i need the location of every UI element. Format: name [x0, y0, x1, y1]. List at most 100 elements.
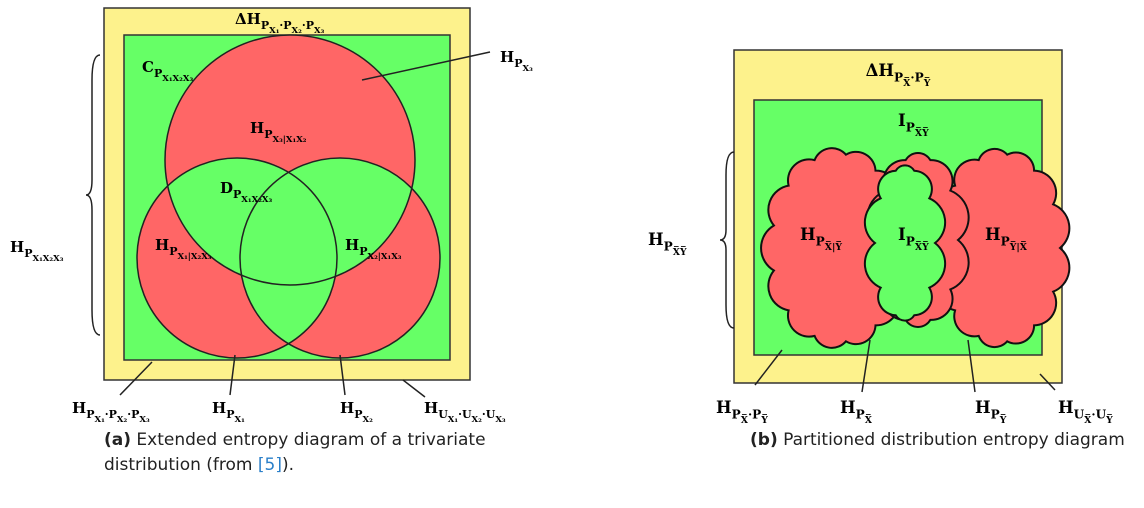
math-label: HPX₃ — [500, 48, 533, 74]
label-part: X₁ — [269, 26, 280, 36]
label-part: X̅Y̅ — [915, 127, 929, 139]
label-part: X₂ — [292, 26, 303, 36]
label-part: X₁X₂X₃ — [32, 254, 63, 264]
math-label: HPX₁X₂X₃ — [10, 238, 64, 264]
label-part: P — [354, 408, 362, 421]
label-part: ·P — [748, 408, 761, 422]
label-part: ·P — [279, 19, 291, 32]
leader-lines — [754, 339, 1056, 393]
label-part: X₂ — [362, 415, 373, 425]
math-label: HPX₂ — [340, 399, 373, 425]
label-part: X₂|X₁X₃ — [367, 252, 401, 262]
outline — [164, 34, 416, 286]
math-label: CPX₁X₂X₃ — [142, 58, 193, 84]
label-part: U — [438, 408, 448, 421]
label-part: H — [155, 236, 169, 254]
label-part: H — [985, 225, 1001, 244]
diagram-a — [85, 7, 491, 398]
label-part: X₁X₂X₃ — [241, 195, 272, 205]
label-part: H — [716, 398, 732, 417]
math-label: ΔHPX̅·PY̅ — [866, 61, 931, 89]
math-label: DPX₁X₂X₃ — [220, 179, 273, 205]
label-part: P — [86, 408, 94, 421]
label-part: X₁ — [94, 415, 105, 425]
label-part: H — [424, 399, 438, 417]
label-part: ΔH — [235, 10, 261, 28]
label-part: X₁ — [234, 415, 245, 425]
label-part: ·P — [302, 19, 314, 32]
label-part: P — [261, 19, 269, 32]
label-part: Y̅ — [1105, 414, 1113, 426]
label-part: Y̅ — [999, 414, 1007, 426]
label-part: H — [212, 399, 226, 417]
label-part: ·P — [910, 71, 923, 85]
overlap — [240, 158, 337, 358]
label-part: H — [840, 398, 856, 417]
label-part: X₁X₂X₃ — [162, 74, 193, 84]
label-part: I — [898, 225, 906, 244]
math-label: HPX₃|X₁X₂ — [250, 119, 307, 145]
label-part: C — [142, 58, 154, 76]
label-part: P — [169, 245, 177, 258]
math-label: HPX̅|Y̅ — [800, 225, 842, 253]
label-part: ·P — [127, 408, 139, 421]
label-part: X̅ — [865, 414, 873, 426]
label-part: P — [264, 128, 272, 141]
label-part: ·U — [482, 408, 496, 421]
label-part: H — [975, 398, 991, 417]
brace — [719, 151, 735, 329]
math-label: HUX̅·UY̅ — [1058, 398, 1113, 426]
label-part: H — [648, 230, 664, 249]
math-label: IPX̅Y̅ — [898, 225, 929, 253]
label-part: X̅ — [741, 414, 749, 426]
label-part: P — [894, 71, 903, 85]
label-part: X̅ — [903, 77, 911, 89]
label-part: ΔH — [866, 61, 894, 80]
label-part: X₃ — [314, 26, 325, 36]
label-part: H — [340, 399, 354, 417]
label-part: P — [359, 245, 367, 258]
math-label: HPX̅·PY̅ — [716, 398, 768, 426]
label-part: P — [1001, 235, 1010, 249]
label-part: X₁|X₂X₃ — [177, 252, 211, 262]
label-part: P — [906, 235, 915, 249]
label-part: ·P — [105, 408, 117, 421]
label-part: H — [345, 236, 359, 254]
label-part: H — [800, 225, 816, 244]
label-part: X̅|Y̅ — [825, 241, 843, 253]
label-part: Y̅ — [923, 77, 931, 89]
label-part: H — [1058, 398, 1074, 417]
label-part: P — [24, 247, 32, 260]
label-part: X₂ — [472, 415, 483, 425]
diagrams: ΔHPX₁·PX₂·PX₃CPX₁X₂X₃HPX₃HPX₃|X₁X₂DPX₁X₂… — [10, 7, 1113, 426]
caption-b: (b) Partitioned distribution entropy dia… — [750, 430, 1125, 450]
label-part: Y̅ — [760, 414, 768, 426]
label-part: ·U — [1091, 408, 1106, 422]
math-label: HPX₁·PX₂·PX₃ — [72, 399, 150, 425]
label-part: P — [856, 408, 865, 422]
outline — [136, 157, 338, 359]
brace — [85, 54, 101, 336]
label-part: ·U — [458, 408, 472, 421]
label-part: X₂ — [117, 415, 128, 425]
label-part: P — [991, 408, 1000, 422]
label-part: P — [816, 235, 825, 249]
label-part: X̅ — [1084, 414, 1092, 426]
label-part: P — [514, 57, 522, 70]
label-part: P — [233, 188, 241, 201]
label-part: Y̅|X̅ — [1009, 241, 1028, 253]
label-part: P — [664, 240, 673, 254]
label-part: P — [906, 121, 915, 135]
label-part: X₃ — [522, 64, 533, 74]
label-part: H — [72, 399, 86, 417]
label-part: P — [154, 67, 162, 80]
math-label: HPX̅Y̅ — [648, 230, 687, 258]
math-label: HPY̅|X̅ — [985, 225, 1028, 253]
label-part: D — [220, 179, 233, 197]
leader-lines — [119, 51, 491, 398]
math-label: ΔHPX₁·PX₂·PX₃ — [235, 10, 325, 36]
label-part: H — [10, 238, 24, 256]
label-part: X̅Y̅ — [915, 241, 929, 253]
label-part: X₃ — [495, 415, 506, 425]
math-label: HPX₁ — [212, 399, 245, 425]
